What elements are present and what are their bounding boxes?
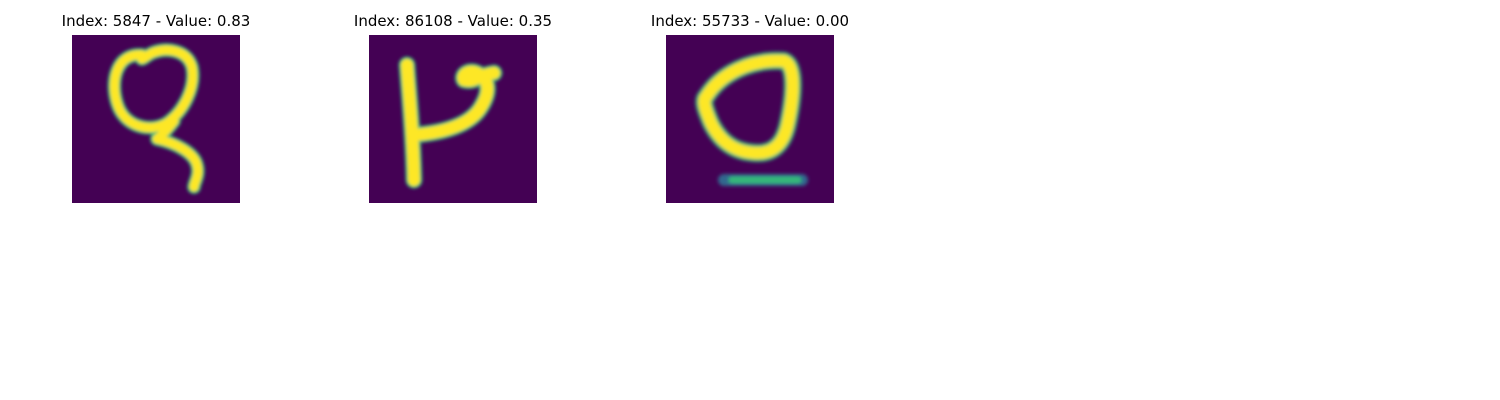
image-background [72, 35, 240, 203]
image-panel-1: Index: 5847 - Value: 0.83 [26, 10, 286, 210]
panel-title: Index: 5847 - Value: 0.83 [61, 12, 251, 30]
image-panel-3: Index: 55733 - Value: 0.00 [620, 10, 880, 210]
handwritten-glyph-image [369, 35, 537, 203]
panel-title: Index: 55733 - Value: 0.00 [650, 12, 850, 30]
handwritten-glyph-image [666, 35, 834, 203]
panel-title: Index: 86108 - Value: 0.35 [353, 12, 553, 30]
handwritten-glyph-image [72, 35, 240, 203]
image-panel-2: Index: 86108 - Value: 0.35 [323, 10, 583, 210]
